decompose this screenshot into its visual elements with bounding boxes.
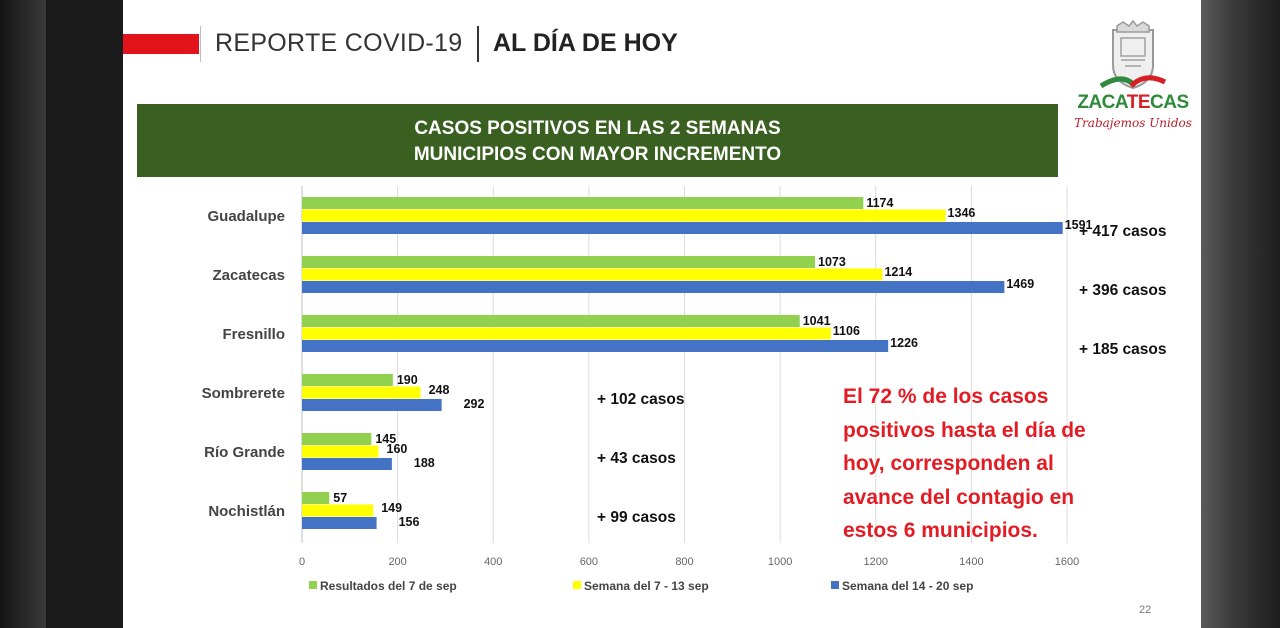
category-label: Río Grande: [204, 444, 285, 461]
logo-word-start: ZACA: [1077, 92, 1127, 113]
report-title: REPORTE COVID-19: [215, 29, 463, 57]
x-tick-label: 1600: [1055, 556, 1079, 568]
x-tick-label: 1400: [959, 556, 983, 568]
data-label: 1346: [948, 206, 976, 220]
data-label: 248: [429, 383, 450, 397]
data-label: 1214: [884, 265, 912, 279]
data-label: 1226: [890, 336, 918, 350]
bar: [302, 386, 421, 399]
logo-wordmark: ZACATECAS: [1073, 92, 1193, 114]
data-label: 1591: [1065, 218, 1093, 232]
legend-label: Resultados del 7 de sep: [320, 579, 457, 593]
bar: [302, 222, 1063, 234]
bar: [302, 445, 379, 458]
slide: REPORTE COVID-19 AL DÍA DE HOY CASOS POS…: [123, 0, 1201, 628]
increment-annotation: + 99 casos: [597, 509, 676, 526]
increment-annotation: + 102 casos: [597, 391, 684, 408]
summary-note-line: avance del contagio en: [843, 485, 1075, 509]
data-label: 149: [381, 501, 402, 515]
data-label: 188: [414, 456, 435, 470]
coat-of-arms-icon: [1099, 19, 1167, 90]
summary-note-line: El 72 % de los casos: [843, 385, 1049, 408]
data-label: 1041: [803, 314, 831, 328]
summary-note-line: estos 6 municipios.: [843, 519, 1038, 542]
x-tick-label: 1200: [864, 556, 888, 568]
summary-note: El 72 % de los casos positivos hasta el …: [843, 380, 1143, 548]
header-accent-bar: [123, 34, 199, 54]
bar: [302, 315, 800, 327]
screen-left-edge: [0, 0, 46, 628]
bar: [302, 281, 1005, 293]
logo-word-mid: TE: [1126, 92, 1151, 113]
data-label: 1073: [818, 255, 846, 269]
header-divider: [477, 26, 479, 62]
increment-annotation: + 417 casos: [1079, 223, 1166, 240]
legend-label: Semana del 14 - 20 sep: [842, 579, 973, 593]
bar: [302, 492, 330, 504]
increment-annotation: + 185 casos: [1079, 341, 1166, 358]
data-label: 190: [397, 373, 418, 387]
banner-line-1: CASOS POSITIVOS EN LAS 2 SEMANAS: [414, 118, 781, 139]
legend-label: Semana del 7 - 13 sep: [584, 579, 709, 593]
data-label: 145: [375, 432, 396, 446]
data-label: 156: [399, 515, 420, 529]
legend-swatch: [573, 581, 581, 589]
bar: [302, 374, 393, 386]
banner-line-2: MUNICIPIOS CON MAYOR INCREMENTO: [413, 144, 782, 165]
bar: [302, 256, 816, 268]
data-label: 1106: [833, 324, 860, 338]
bar: [302, 433, 372, 445]
category-label: Zacatecas: [212, 267, 285, 284]
bar: [302, 209, 946, 222]
category-label: Fresnillo: [222, 326, 285, 343]
zacatecas-logo: ZACATECAS Trabajemos Unidos: [1073, 19, 1193, 140]
summary-note-line: positivos hasta el día de: [843, 418, 1086, 442]
bar: [302, 197, 864, 209]
bar-chart: 0 200 400 600 800 1000 1200 1400 1600 Guadalupe 11…: [202, 186, 1166, 593]
logo-word-end: CAS: [1150, 92, 1189, 113]
data-label: 160: [387, 442, 408, 456]
data-label: 57: [333, 491, 347, 505]
bar: [302, 327, 831, 340]
page-number: 22: [1139, 604, 1152, 616]
screen-right-edge: [1201, 0, 1280, 628]
category-label: Guadalupe: [207, 208, 285, 225]
data-label: 292: [464, 397, 485, 411]
logo-motto: Trabajemos Unidos: [1074, 116, 1192, 130]
x-tick-label: 800: [675, 556, 693, 568]
chart-title-banner: CASOS POSITIVOS EN LAS 2 SEMANAS MUNICIP…: [137, 104, 1058, 177]
bar: [302, 458, 392, 470]
category-label: Nochistlán: [208, 503, 285, 520]
data-label: 1469: [1006, 277, 1034, 291]
x-tick-label: 200: [388, 556, 406, 568]
x-tick-label: 0: [299, 556, 305, 568]
x-tick-label: 600: [580, 556, 598, 568]
bar: [302, 517, 377, 529]
increment-annotation: + 43 casos: [597, 450, 676, 467]
bar: [302, 504, 374, 517]
report-subtitle: AL DÍA DE HOY: [493, 29, 678, 57]
bar: [302, 340, 889, 352]
x-tick-label: 1000: [768, 556, 792, 568]
increment-annotation: + 396 casos: [1079, 282, 1166, 299]
data-label: 1174: [866, 196, 893, 210]
legend-swatch: [831, 581, 839, 589]
summary-note-line: hoy, corresponden al: [843, 452, 1054, 475]
legend-swatch: [309, 581, 317, 589]
x-tick-label: 400: [484, 556, 502, 568]
header-divider-left: [200, 26, 201, 62]
bar: [302, 268, 883, 281]
bar: [302, 399, 442, 411]
category-label: Sombrerete: [202, 385, 285, 402]
